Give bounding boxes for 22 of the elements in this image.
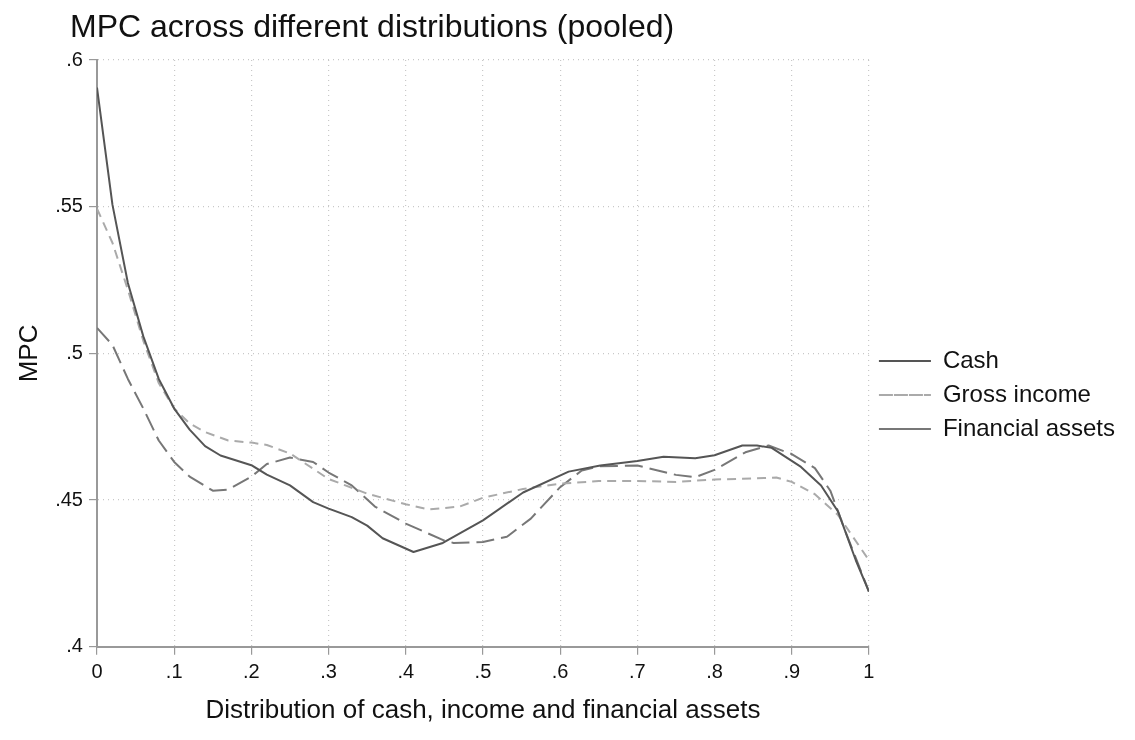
- x-tick-label: 1: [863, 660, 875, 683]
- chart-title: MPC across different distributions (pooled): [70, 8, 675, 45]
- x-tick-label: 0: [91, 660, 103, 683]
- x-tick-label: .3: [320, 660, 337, 683]
- legend-label: Financial assets: [942, 413, 1115, 441]
- y-tick-label: .6: [66, 47, 83, 70]
- y-tick-label: .55: [55, 194, 83, 217]
- x-tick-label: .5: [474, 660, 492, 683]
- x-tick-label: .8: [706, 660, 723, 683]
- x-tick-label: .7: [629, 660, 646, 683]
- y-axis-title: MPC: [12, 324, 43, 383]
- x-axis-title: Distribution of cash, income and financial assets: [205, 693, 761, 724]
- x-tick-label: .6: [551, 660, 569, 683]
- x-tick-label: .2: [243, 660, 260, 683]
- y-tick-label: .5: [66, 340, 83, 363]
- x-tick-label: .4: [397, 660, 415, 683]
- legend-label: Gross income: [942, 379, 1091, 407]
- x-tick-label: .9: [783, 660, 801, 683]
- x-tick-label: .1: [165, 660, 183, 683]
- y-tick-label: .45: [55, 487, 83, 510]
- y-tick-label: .4: [66, 634, 83, 657]
- legend-label: Cash: [942, 345, 999, 373]
